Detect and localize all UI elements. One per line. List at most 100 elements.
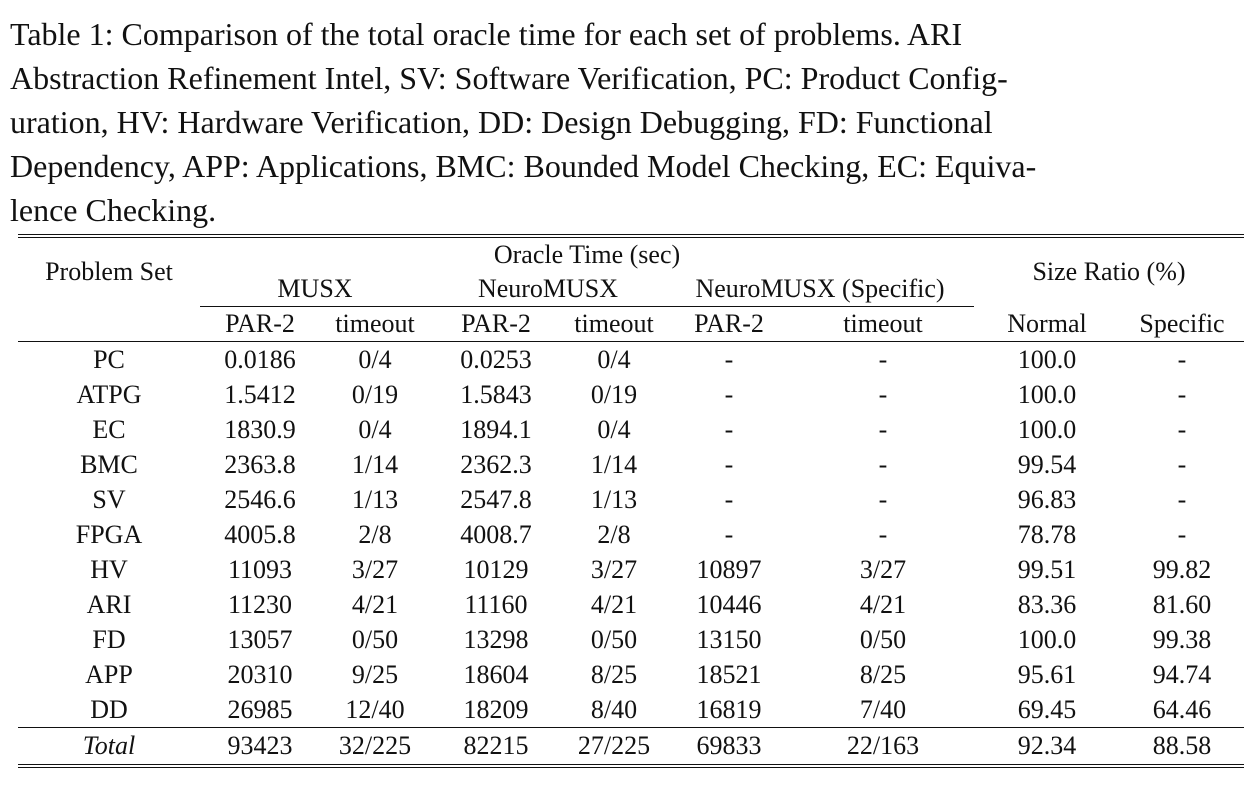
- cell-nm-to: 0/4: [597, 344, 631, 374]
- problem-set-cell: ARI: [86, 589, 132, 619]
- cell-nms-to: -: [878, 414, 888, 444]
- cell-nm-to: 0/19: [590, 379, 638, 409]
- cell-normal: 100.0: [1017, 379, 1077, 409]
- table-row: APP 20310 9/25 18604 8/25 18521 8/25 95.61 94.74: [18, 657, 1244, 692]
- cell-nms-par2: -: [724, 379, 734, 409]
- header-neuromusx-specific: NeuroMUSX (Specific): [666, 272, 974, 307]
- cell-nms-par2: -: [724, 414, 734, 444]
- cell-normal: 96.83: [1017, 484, 1077, 514]
- cell-musx-to: 2/8: [358, 519, 392, 549]
- cell-musx-par2: 4005.8: [224, 519, 296, 549]
- cell-nms-par2: -: [724, 519, 734, 549]
- cell-nms-to: 22/163: [792, 727, 974, 768]
- cell-specific: 88.58: [1120, 727, 1244, 768]
- caption-line: uration, HV: Hardware Verification, DD: …: [10, 104, 993, 140]
- header-row-3: PAR-2 timeout PAR-2 timeout PAR-2 timeou…: [18, 306, 1244, 342]
- cell-musx-to: 0/50: [351, 624, 399, 654]
- cell-nm-to: 27/225: [562, 727, 666, 768]
- cell-nm-to: 0/50: [590, 624, 638, 654]
- cell-specific: -: [1177, 449, 1187, 479]
- header-musx: MUSX: [200, 272, 430, 307]
- caption-line: Dependency, APP: Applications, BMC: Boun…: [10, 148, 1037, 184]
- cell-nm-par2: 1.5843: [460, 379, 532, 409]
- header-nms-timeout: timeout: [792, 306, 974, 342]
- cell-nm-par2: 13298: [463, 624, 529, 654]
- cell-nm-to: 0/4: [597, 414, 631, 444]
- cell-specific: 99.38: [1152, 624, 1212, 654]
- problem-set-cell: ATPG: [76, 379, 142, 409]
- header-nms-par2: PAR-2: [666, 306, 792, 342]
- problem-set-cell: EC: [92, 414, 126, 444]
- cell-nms-par2: 69833: [666, 727, 792, 768]
- cell-musx-to: 9/25: [351, 659, 399, 689]
- cell-specific: -: [1177, 414, 1187, 444]
- cell-musx-par2: 13057: [227, 624, 293, 654]
- cell-musx-to: 0/4: [358, 414, 392, 444]
- table-row: BMC 2363.8 1/14 2362.3 1/14 - - 99.54 -: [18, 447, 1244, 482]
- table-row: FD 13057 0/50 13298 0/50 13150 0/50 100.0 99.38: [18, 622, 1244, 657]
- table-row: SV 2546.6 1/13 2547.8 1/13 - - 96.83 -: [18, 482, 1244, 517]
- cell-nms-to: -: [878, 449, 888, 479]
- cell-nm-par2: 0.0253: [460, 344, 532, 374]
- cell-musx-par2: 2363.8: [224, 449, 296, 479]
- cell-nms-to: -: [878, 484, 888, 514]
- cell-musx-par2: 2546.6: [224, 484, 296, 514]
- cell-musx-par2: 11230: [227, 589, 293, 619]
- cell-musx-to: 1/14: [351, 449, 399, 479]
- problem-set-cell: HV: [90, 554, 128, 584]
- table-row: HV 11093 3/27 10129 3/27 10897 3/27 99.51 99.82: [18, 552, 1244, 587]
- cell-nm-par2: 82215: [430, 727, 562, 768]
- header-nm-par2: PAR-2: [430, 306, 562, 342]
- cell-nm-to: 8/25: [590, 659, 638, 689]
- cell-specific: 64.46: [1152, 694, 1212, 724]
- problem-set-cell: FPGA: [75, 519, 143, 549]
- cell-musx-to: 4/21: [351, 589, 399, 619]
- caption-line: Abstraction Refinement Intel, SV: Softwa…: [10, 60, 1008, 96]
- header-row-1: Problem Set Oracle Time (sec) Size Ratio…: [18, 236, 1244, 286]
- cell-normal: 99.51: [1017, 554, 1077, 584]
- cell-nm-to: 2/8: [597, 519, 631, 549]
- cell-musx-par2: 0.0186: [224, 344, 296, 374]
- cell-nm-par2: 4008.7: [460, 519, 532, 549]
- cell-specific: -: [1177, 379, 1187, 409]
- table-body: PC 0.0186 0/4 0.0253 0/4 - - 100.0 - ATPG 1.5412 0/…: [18, 342, 1244, 768]
- header-specific: Specific: [1120, 306, 1244, 342]
- header-row-2: MUSX NeuroMUSX NeuroMUSX (Specific): [18, 272, 1244, 307]
- header-musx-timeout: timeout: [320, 306, 430, 342]
- cell-musx-to: 3/27: [351, 554, 399, 584]
- header-musx-par2: PAR-2: [200, 306, 320, 342]
- cell-normal: 95.61: [1017, 659, 1077, 689]
- problem-set-cell: PC: [93, 344, 125, 374]
- cell-musx-par2: 20310: [227, 659, 293, 689]
- table-row: ARI 11230 4/21 11160 4/21 10446 4/21 83.36 81.60: [18, 587, 1244, 622]
- cell-musx-to: 32/225: [320, 727, 430, 768]
- table-row: ATPG 1.5412 0/19 1.5843 0/19 - - 100.0 -: [18, 377, 1244, 412]
- caption-line: lence Checking.: [10, 192, 217, 228]
- cell-specific: 81.60: [1152, 589, 1212, 619]
- problem-set-cell: DD: [90, 694, 128, 724]
- cell-nm-par2: 18209: [463, 694, 529, 724]
- header-neuromusx: NeuroMUSX: [430, 272, 666, 307]
- problem-set-cell: BMC: [80, 449, 138, 479]
- cell-nm-to: 8/40: [590, 694, 638, 724]
- cell-musx-to: 0/19: [351, 379, 399, 409]
- header-problem-set: Problem Set: [45, 257, 173, 287]
- cell-specific: 99.82: [1152, 554, 1212, 584]
- table-row: DD 26985 12/40 18209 8/40 16819 7/40 69.45 64.46: [18, 692, 1244, 728]
- header-nm-timeout: timeout: [562, 306, 666, 342]
- cell-specific: -: [1177, 484, 1187, 514]
- header-size-ratio: Size Ratio (%): [1032, 257, 1186, 287]
- cell-nm-par2: 2362.3: [460, 449, 532, 479]
- cell-nms-par2: 13150: [696, 624, 762, 654]
- cell-normal: 100.0: [1017, 624, 1077, 654]
- problem-set-cell: Total: [18, 727, 200, 768]
- cell-nms-to: 0/50: [859, 624, 907, 654]
- cell-musx-to: 0/4: [358, 344, 392, 374]
- cell-specific: -: [1177, 344, 1187, 374]
- cell-nms-to: -: [878, 379, 888, 409]
- cell-nms-to: 3/27: [859, 554, 907, 584]
- cell-specific: 94.74: [1152, 659, 1212, 689]
- cell-nms-par2: 18521: [696, 659, 762, 689]
- cell-nms-to: 7/40: [859, 694, 907, 724]
- cell-nms-to: -: [878, 344, 888, 374]
